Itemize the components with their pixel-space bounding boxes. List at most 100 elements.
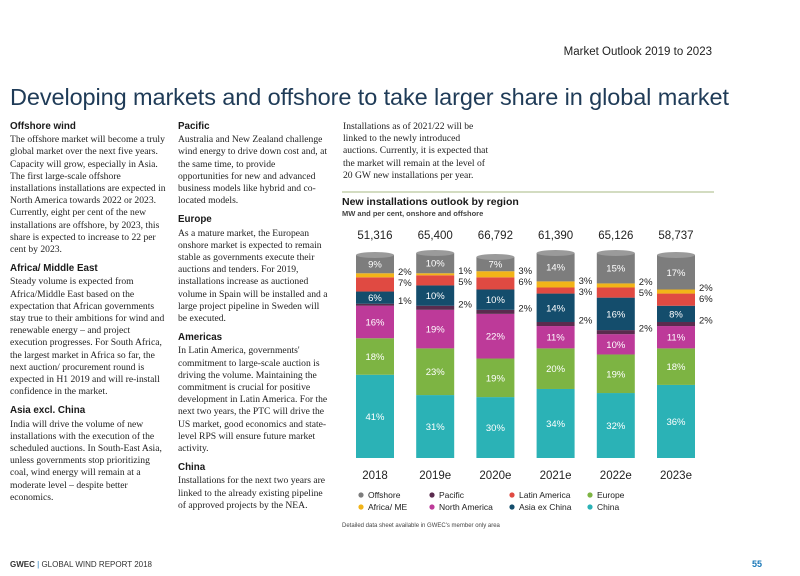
page-title: Developing markets and offshore to take … [10,84,729,110]
legend-swatch [358,492,364,498]
bar-segment [416,285,455,306]
segment-label-outside: 2% [699,316,713,327]
segment-label-outside: 2% [458,299,472,310]
bar-segment [536,321,575,327]
bar-segment [356,338,394,375]
bar-segment [536,348,575,389]
bar-cap [596,249,635,256]
heading: Pacific [178,121,210,132]
heading: China [178,462,206,474]
bar-segment [356,374,394,458]
text-column: Pacific Australia and New Zealand challe… [178,121,328,519]
segment-label-outside: 7% [398,278,412,289]
bar-segment [476,397,515,458]
segment-label-outside: 1% [458,266,472,277]
bar-segment [657,384,695,458]
total-label: 65,400 [418,230,453,242]
bar-segment [596,297,635,331]
bar-cap [476,254,515,261]
paragraph: In Latin America, governments' commitmen… [178,345,328,455]
bar-segment [536,281,575,288]
bar-segment [416,305,455,310]
bar-cap [356,252,394,258]
bar-segment [476,271,515,278]
bar-segment [416,252,455,274]
page-number: 55 [751,559,762,569]
paragraph: As a mature market, the European onshore… [178,227,328,325]
chart-subtitle: MW and per cent, onshore and offshore [342,209,483,218]
bar-segment [416,348,455,396]
segment-label-outside: 6% [699,294,713,305]
bar-segment [356,277,394,292]
bar-segment [356,255,394,274]
segment-label: 19% [426,325,446,336]
segment-label-outside: 5% [639,288,653,299]
segment-label: 9% [368,260,382,271]
segment-label: 31% [426,422,446,433]
bar-cap [657,252,695,258]
segment-label: 20% [546,364,566,375]
x-tick-label: 2019e [419,470,451,482]
segment-label: 16% [606,309,626,320]
segment-label: 34% [546,419,566,430]
bar-segment [536,287,575,294]
x-tick-label: 2020e [479,470,511,482]
segment-label: 10% [426,291,446,302]
legend-label: Africa/ ME [368,502,408,512]
segment-label-outside: 2% [518,303,532,314]
total-label: 61,390 [538,230,573,242]
segment-label: 14% [546,263,566,274]
segment-label: 7% [489,260,503,271]
legend-swatch [358,504,364,510]
segment-label-outside: 2% [398,267,412,278]
legend-label: Pacific [439,490,465,500]
bar-cap [536,249,575,256]
segment-label-outside: 2% [699,283,713,294]
x-tick-label: 2023e [660,470,692,482]
bar-segment [596,393,635,458]
total-label: 51,316 [357,230,392,242]
text-column: Installations as of 2021/22 will be link… [343,121,495,189]
segment-label: 15% [606,264,626,275]
legend-label: Offshore [368,490,401,500]
segment-label-outside: 3% [579,276,593,287]
bar-segment [536,252,575,282]
bar-segment [596,354,635,394]
segment-label: 17% [666,268,686,279]
heading: Offshore wind [10,121,76,132]
bar-segment [596,252,635,284]
legend-swatch [509,504,515,510]
segment-label: 32% [606,421,626,432]
bar-segment [476,313,515,359]
bar-segment [416,309,455,349]
total-label: 58,737 [658,230,693,242]
total-label: 65,126 [598,230,633,242]
report-name: GLOBAL WIND REPORT 2018 [41,560,152,569]
segment-label-outside: 6% [518,277,532,288]
segment-label-outside: 2% [579,316,593,327]
paragraph: Installations as of 2021/22 will be link… [343,121,489,181]
total-label: 66,792 [478,230,513,242]
legend-swatch [429,504,435,510]
paragraph: Australia and New Zealand challenge wind… [178,134,328,207]
paragraph: The offshore market will become a truly … [10,134,166,256]
bar-segment [536,293,575,322]
bar-cap [416,249,455,256]
segment-label-outside: 2% [639,324,653,335]
bar-segment [356,291,394,304]
legend-label: China [597,502,619,512]
bar-segment [596,334,635,355]
bar-segment [416,275,455,286]
footer: GWEC | GLOBAL WIND REPORT 2018 [10,560,152,569]
segment-label-outside: 2% [639,277,653,288]
segment-label-outside: 1% [398,296,412,307]
bar-segment [536,326,575,349]
x-tick-label: 2022e [600,470,632,482]
legend-label: Asia ex China [519,502,572,512]
legend-swatch [587,504,593,510]
bar-segment [476,257,515,272]
bar-segment [657,348,695,385]
brand: GWEC [10,560,35,569]
section-label: Market Outlook 2019 to 2023 [563,46,712,58]
